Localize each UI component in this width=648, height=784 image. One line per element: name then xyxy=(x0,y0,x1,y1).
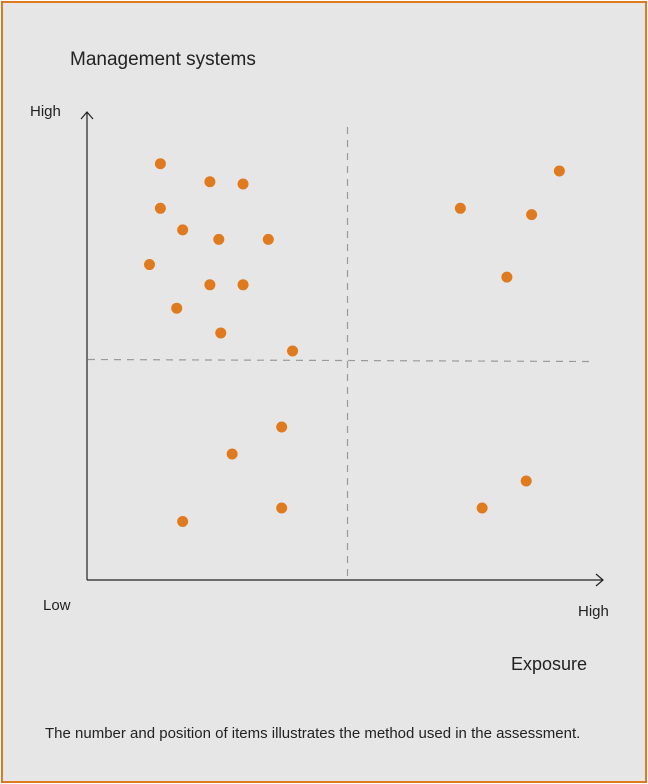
data-points xyxy=(144,158,565,527)
data-point xyxy=(177,224,189,236)
data-point xyxy=(144,259,155,271)
data-point xyxy=(520,475,532,487)
data-point xyxy=(553,165,565,177)
x-axis-title: Exposure xyxy=(511,654,588,674)
y-axis-high-label: High xyxy=(30,103,61,120)
data-point xyxy=(501,271,513,283)
data-point xyxy=(276,502,288,514)
data-point xyxy=(262,233,274,245)
data-point xyxy=(204,279,216,291)
x-axis-high-label: High xyxy=(578,603,609,620)
data-point xyxy=(154,158,166,170)
y-axis-arrow-icon xyxy=(80,111,94,120)
data-point xyxy=(237,178,249,190)
data-point xyxy=(454,202,466,214)
caption: The number and position of items illustr… xyxy=(45,725,581,742)
data-point xyxy=(177,516,189,527)
x-axis-low-label: Low xyxy=(43,597,71,614)
data-point xyxy=(226,448,238,460)
data-point xyxy=(215,327,227,339)
data-point xyxy=(237,279,249,291)
data-point xyxy=(204,176,216,188)
horizontal-divider xyxy=(87,358,591,363)
data-point xyxy=(287,345,299,357)
data-point xyxy=(476,502,488,514)
data-point xyxy=(276,421,288,433)
data-point xyxy=(213,233,225,245)
x-axis-arrow-icon xyxy=(595,573,604,587)
data-point xyxy=(526,209,538,221)
data-point xyxy=(171,302,183,314)
chart-title: Management systems xyxy=(70,49,256,70)
data-point xyxy=(154,202,166,214)
